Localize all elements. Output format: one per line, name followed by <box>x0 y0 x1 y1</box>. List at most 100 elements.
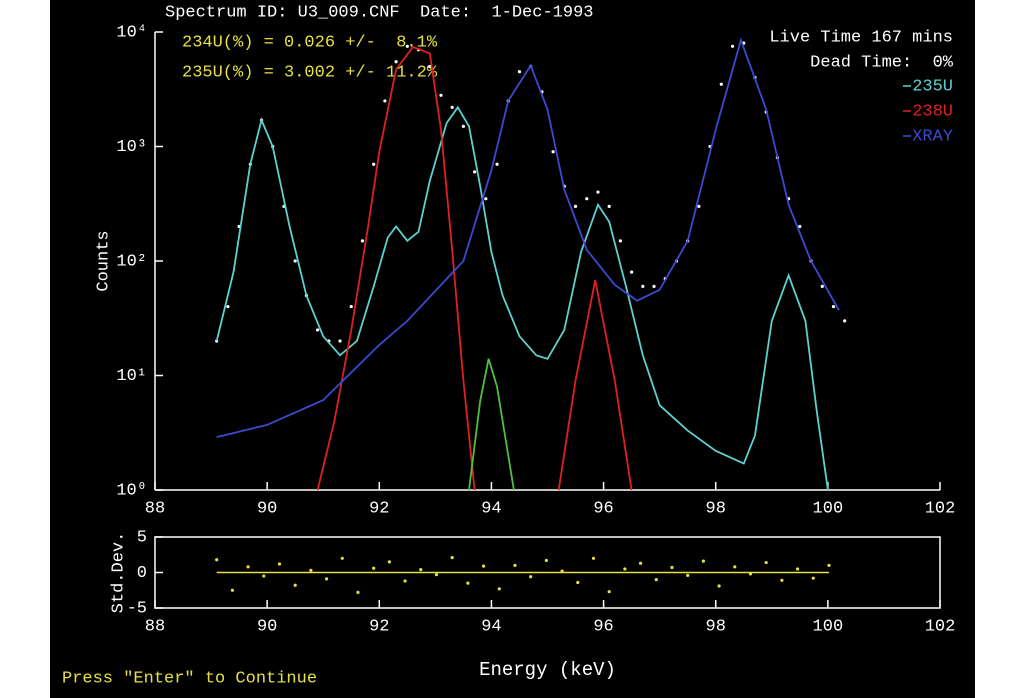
data-point <box>798 224 802 229</box>
series-line <box>468 358 515 491</box>
data-point <box>450 555 454 560</box>
y-tick-label: 10² <box>116 252 147 271</box>
data-point <box>461 124 465 128</box>
data-point <box>230 588 234 592</box>
annotation: 235U(%) = 3.002 +/- 11.2% <box>182 63 438 82</box>
data-point <box>405 44 409 48</box>
spectrum-title: Spectrum ID: U3_009.CNF Date: 1-Dec-1993 <box>165 3 593 22</box>
x-tick-label: 96 <box>593 617 613 636</box>
data-point <box>383 99 387 103</box>
data-point <box>764 560 768 565</box>
y-tick-label: -5 <box>127 599 147 618</box>
x-tick-label: 90 <box>257 499 277 518</box>
data-point <box>670 565 674 570</box>
data-point <box>607 204 611 208</box>
data-point <box>277 562 282 566</box>
data-point <box>795 567 800 571</box>
data-point <box>419 568 423 572</box>
y-axis-label: Std.Dev. <box>109 532 128 614</box>
data-point <box>293 259 297 263</box>
data-point <box>403 579 407 583</box>
data-point <box>630 270 634 274</box>
data-point <box>394 60 398 64</box>
data-point <box>560 569 564 573</box>
data-point <box>215 558 219 562</box>
data-point <box>226 304 230 309</box>
data-point <box>607 590 611 594</box>
x-tick-label: 102 <box>925 499 956 518</box>
y-tick-label: 0 <box>137 564 147 583</box>
y-tick-label: 10⁴ <box>116 23 147 42</box>
y-tick-label: 5 <box>137 528 147 547</box>
data-point <box>551 150 555 154</box>
data-point <box>372 162 376 166</box>
legend-entry: XRAY <box>912 127 953 146</box>
x-tick-label: 94 <box>481 499 501 518</box>
x-tick-label: 96 <box>593 499 613 518</box>
x-tick-label: 88 <box>145 617 165 636</box>
x-tick-label: 90 <box>257 617 277 636</box>
x-tick-label: 92 <box>369 617 389 636</box>
info-text: Live Time 167 mins <box>769 28 953 47</box>
data-point <box>439 93 443 97</box>
data-point <box>641 284 645 289</box>
y-tick-label: 10⁰ <box>116 481 147 500</box>
x-tick-label: 100 <box>813 499 844 518</box>
legend-entry: 235U <box>912 77 953 96</box>
data-point <box>372 566 376 570</box>
data-point <box>360 239 365 243</box>
series-line <box>215 105 829 491</box>
data-point <box>484 197 488 201</box>
data-point <box>697 204 701 208</box>
data-point <box>638 561 643 565</box>
y-tick-label: 10¹ <box>116 367 147 386</box>
data-point <box>324 577 329 581</box>
x-tick-label: 88 <box>145 499 165 518</box>
data-point <box>730 44 735 48</box>
data-point <box>585 197 589 201</box>
y-axis-label: Counts <box>94 230 113 291</box>
data-point <box>340 556 344 560</box>
data-point <box>473 170 477 174</box>
data-point <box>434 573 439 577</box>
data-point <box>481 564 486 568</box>
x-tick-label: 102 <box>925 617 956 636</box>
data-point <box>618 239 622 243</box>
data-point <box>733 565 737 569</box>
data-point <box>356 590 360 594</box>
data-point <box>701 559 705 563</box>
data-point <box>573 204 578 208</box>
annotation: 234U(%) = 0.026 +/- 8.1% <box>182 33 438 52</box>
x-tick-label: 98 <box>706 499 726 518</box>
x-tick-label: 92 <box>369 499 389 518</box>
data-point <box>309 568 313 572</box>
data-point <box>827 563 831 568</box>
series-line <box>216 37 840 438</box>
data-point <box>596 190 600 194</box>
y-tick-label: 10³ <box>116 138 147 157</box>
data-point <box>338 339 342 343</box>
data-point <box>450 105 454 109</box>
data-point <box>513 563 517 568</box>
data-point <box>262 574 266 578</box>
data-point <box>820 284 824 289</box>
data-point <box>544 558 548 563</box>
data-point <box>495 162 499 166</box>
data-point <box>652 284 656 289</box>
data-point <box>293 583 297 587</box>
data-point <box>497 587 501 591</box>
data-point <box>591 556 596 560</box>
data-point <box>843 319 847 323</box>
data-point <box>349 304 353 309</box>
x-tick-label: 98 <box>706 617 726 636</box>
info-text: Dead Time: 0% <box>810 53 954 72</box>
x-axis-label: Energy (keV) <box>479 659 616 681</box>
data-point <box>831 304 836 309</box>
data-point <box>780 578 784 582</box>
data-point <box>246 565 250 569</box>
data-point <box>466 581 470 585</box>
data-point <box>623 567 627 571</box>
x-tick-label: 94 <box>481 617 501 636</box>
